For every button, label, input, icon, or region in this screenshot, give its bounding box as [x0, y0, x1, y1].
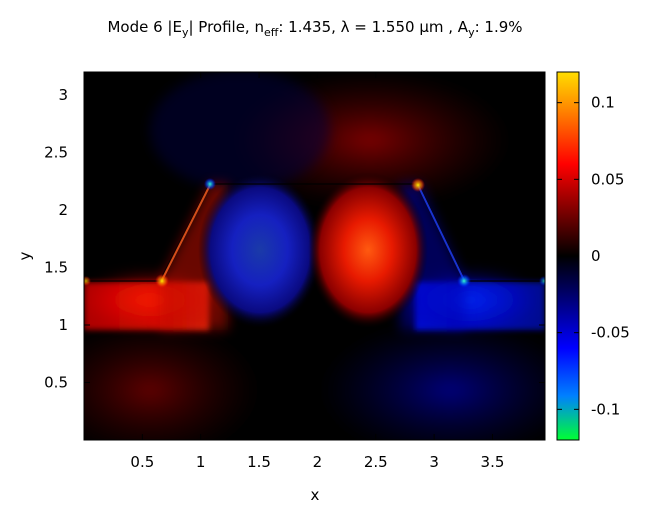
chart-title: Mode 6 |Ey| Profile, neff: 1.435, λ = 1.… — [107, 18, 522, 39]
y-tick-label: 0.5 — [44, 374, 68, 392]
x-axis-label: x — [311, 486, 320, 504]
y-axis-label: y — [16, 251, 34, 260]
plot-frame — [83, 71, 546, 441]
y-tick-label: 2.5 — [44, 144, 68, 162]
x-tick-label: 0.5 — [130, 453, 154, 471]
y-ticks: 0.5 1 1.5 2 2.5 3 — [44, 86, 545, 392]
colorbar-ticks: 0.1 0.05 0 -0.05 -0.1 — [557, 94, 630, 418]
x-tick-label: 1 — [196, 453, 206, 471]
x-tick-label: 3 — [429, 453, 439, 471]
y-tick-label: 1 — [58, 316, 68, 334]
y-tick-label: 2 — [58, 201, 68, 219]
heatmap-field — [84, 72, 545, 440]
y-tick-label: 3 — [58, 86, 68, 104]
colorbar-tick-label: -0.1 — [591, 400, 620, 418]
colorbar-tick-label: 0.05 — [591, 170, 624, 188]
colorbar-tick-label: 0.1 — [591, 94, 615, 112]
x-ticks: 0.5 1 1.5 2 2.5 3 3.5 — [130, 72, 504, 471]
colorbar-tick-label: 0 — [591, 247, 601, 265]
x-tick-label: 2 — [313, 453, 323, 471]
colorbar-tick-label: -0.05 — [591, 324, 630, 342]
x-tick-label: 3.5 — [481, 453, 505, 471]
y-tick-label: 1.5 — [44, 259, 68, 277]
x-tick-label: 1.5 — [247, 453, 271, 471]
x-tick-label: 2.5 — [364, 453, 388, 471]
